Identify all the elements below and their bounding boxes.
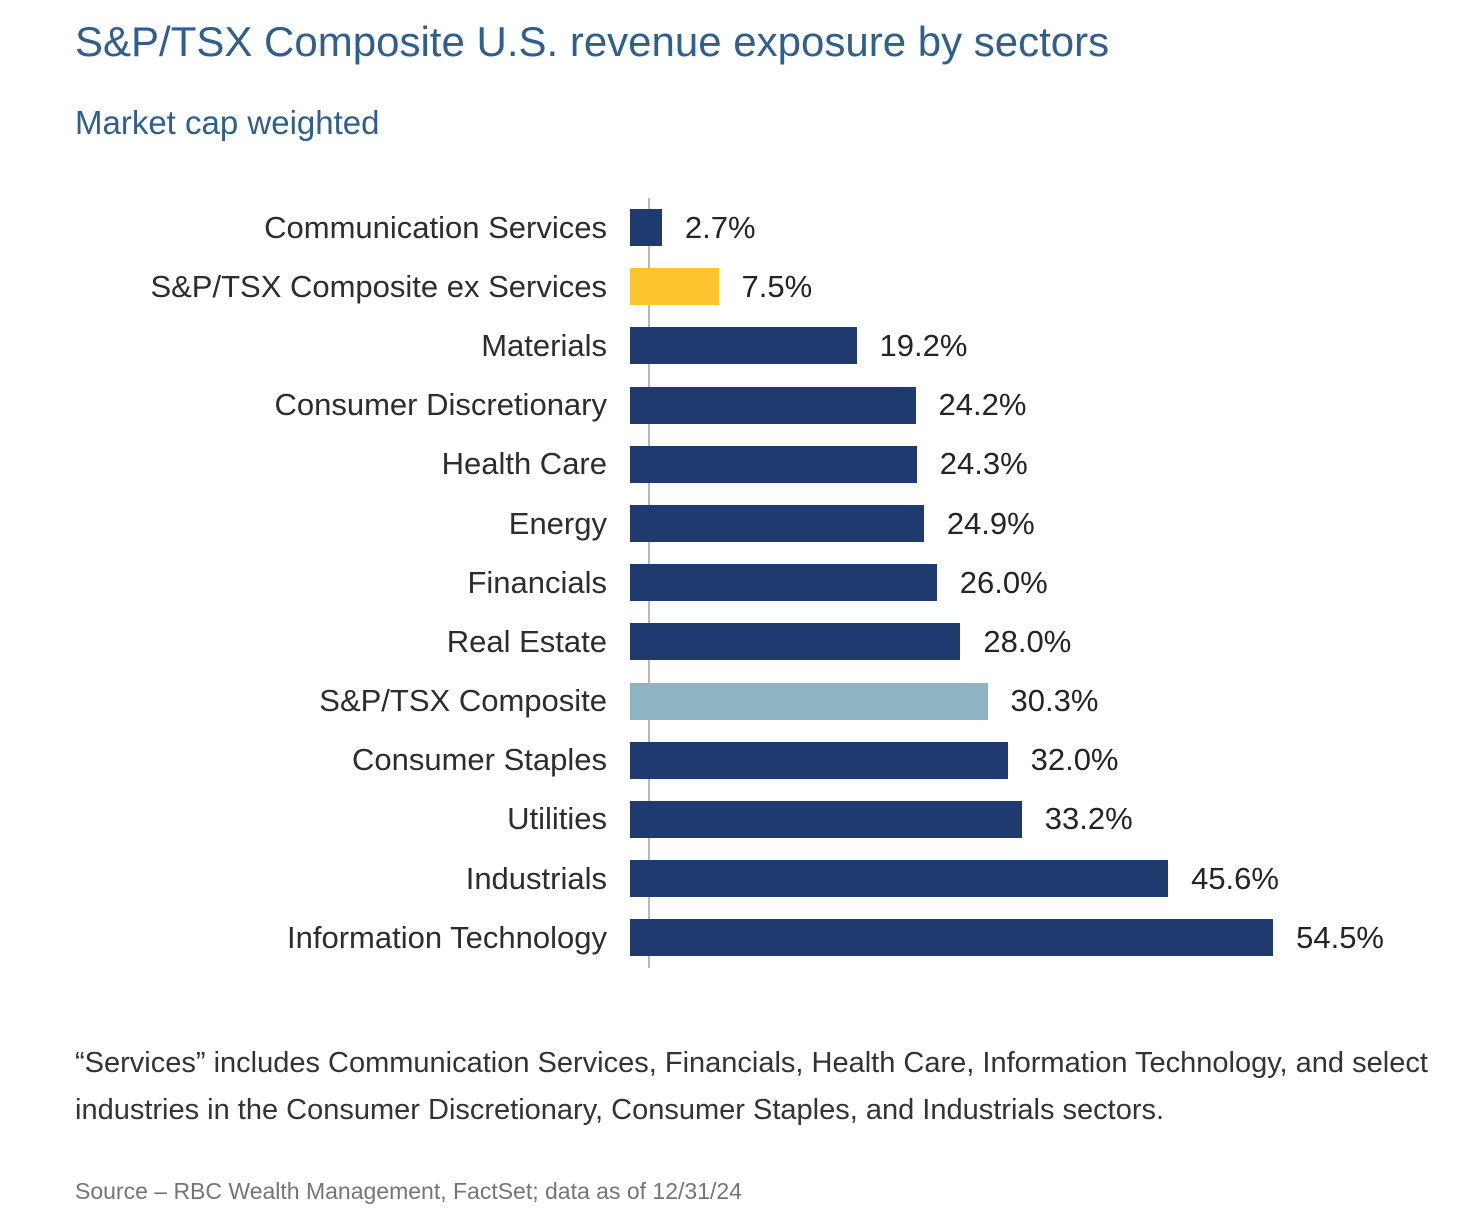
bar-area: 45.6% [628,849,1415,908]
category-label: S&P/TSX Composite ex Services [150,268,607,304]
category-label: Real Estate [446,623,607,659]
value-label: 32.0% [1030,742,1119,778]
bar-navy [630,209,662,247]
bar-row: Industrials 45.6% [75,849,1415,908]
bar-row: S&P/TSX Composite 30.3% [75,672,1415,731]
bar-navy [630,860,1169,898]
bar-navy [630,386,916,424]
chart-subtitle: Market cap weighted [75,104,380,141]
category-label: Industrials [465,860,607,896]
bar-navy [630,564,937,602]
bar-row: Consumer Discretionary 24.2% [75,376,1415,435]
value-label: 19.2% [879,327,968,363]
value-label: 24.3% [939,446,1028,482]
bar-row: Information Technology 54.5% [75,908,1415,967]
bar-area: 7.5% [628,257,1415,316]
source-text: Source – RBC Wealth Management, FactSet;… [75,1178,742,1204]
category-label: Utilities [507,801,607,837]
category-label: Consumer Discretionary [274,387,608,423]
category-label: Energy [508,505,607,541]
bar-navy [630,800,1022,838]
value-label: 2.7% [684,209,756,245]
bar-navy [630,623,961,661]
bar-row: Materials 19.2% [75,316,1415,375]
bar-area: 2.7% [628,198,1415,257]
bar-area: 24.3% [628,435,1415,494]
bar-rows: Communication Services 2.7% S&P/TSX Compos… [75,198,1415,967]
value-label: 45.6% [1191,860,1279,896]
bar-row: S&P/TSX Composite ex Services 7.5% [75,257,1415,316]
bar-navy [630,505,924,543]
value-label: 33.2% [1044,801,1133,837]
bar-row: Utilities 33.2% [75,790,1415,849]
bar-area: 33.2% [628,790,1415,849]
bar-navy [630,445,917,483]
bar-area: 19.2% [628,316,1415,375]
bar-gold [630,268,719,306]
bar-lightblue [630,682,988,720]
value-label: 28.0% [983,623,1072,659]
category-label: Information Technology [287,919,607,955]
bar-row: Communication Services 2.7% [75,198,1415,257]
category-label: Health Care [441,446,607,482]
bar-area: 26.0% [628,553,1415,612]
bar-navy [630,327,857,365]
bar-row: Financials 26.0% [75,553,1415,612]
bar-row: Consumer Staples 32.0% [75,731,1415,790]
bar-area: 32.0% [628,731,1415,790]
chart-title: S&P/TSX Composite U.S. revenue exposure … [75,18,1110,65]
category-label: Financials [467,564,607,600]
value-label: 26.0% [959,564,1048,600]
value-label: 30.3% [1010,683,1099,719]
bar-area: 30.3% [628,672,1415,731]
bar-row: Health Care 24.3% [75,435,1415,494]
category-label: S&P/TSX Composite [319,683,607,719]
footnote-text: “Services” includes Communication Servic… [75,1047,1428,1126]
bar-area: 24.9% [628,494,1415,553]
category-label: Communication Services [264,209,607,245]
bar-row: Real Estate 28.0% [75,612,1415,671]
category-label: Materials [481,327,607,363]
bar-area: 28.0% [628,612,1415,671]
value-label: 24.2% [938,387,1027,423]
bar-area: 24.2% [628,376,1415,435]
value-label: 54.5% [1296,919,1384,955]
bar-area: 54.5% [628,908,1415,967]
category-label: Consumer Staples [351,742,607,778]
bar-row: Energy 24.9% [75,494,1415,553]
bar-navy [630,741,1008,779]
bar-chart: Communication Services 2.7% S&P/TSX Compos… [75,198,1415,970]
value-label: 7.5% [741,268,813,304]
value-label: 24.9% [946,505,1035,541]
bar-navy [630,919,1274,957]
